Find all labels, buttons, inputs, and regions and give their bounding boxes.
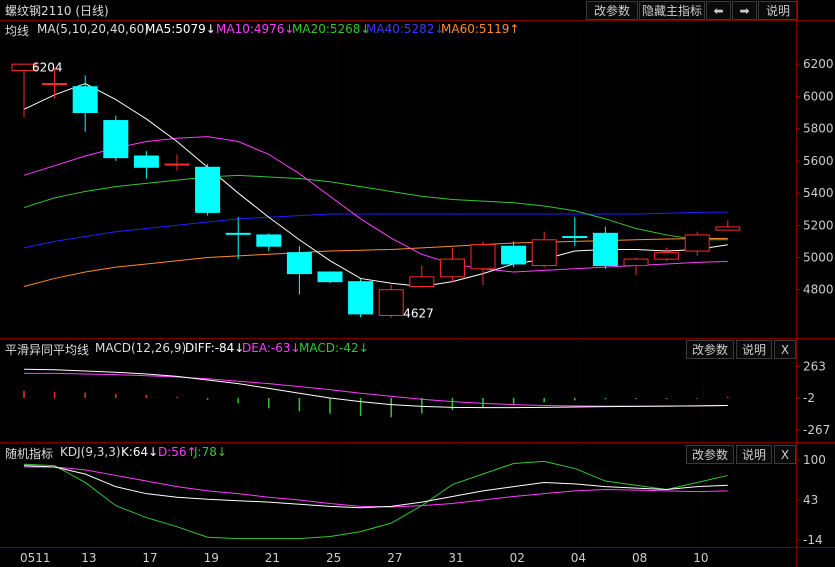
macd-tick-label: -267 <box>803 423 830 437</box>
ma10-value: MA10:4976↓ <box>216 22 295 36</box>
candle-body <box>164 163 190 166</box>
kdj-j-value: J:78↓ <box>194 445 227 459</box>
xaxis-date-label: 21 <box>265 551 280 565</box>
macd-params: MACD(12,26,9) <box>95 341 187 355</box>
macd-separator <box>0 338 835 339</box>
candle-body <box>378 289 404 317</box>
arrow-left-icon[interactable]: ⬅ <box>706 1 731 20</box>
macd-change-params-button[interactable]: 改参数 <box>686 340 734 359</box>
candle-body <box>348 281 374 315</box>
xaxis-date-label: 08 <box>632 551 647 565</box>
ma20-line <box>23 174 728 241</box>
kdj-separator <box>0 442 835 443</box>
price-tick-label: 5800 <box>803 122 834 136</box>
price-tick-label: 4800 <box>803 283 834 297</box>
candle-body <box>470 244 496 270</box>
kdj-tick-label: 100 <box>803 453 826 467</box>
header-separator <box>0 20 835 21</box>
candle-body <box>11 63 37 72</box>
candle-body <box>684 234 710 252</box>
candle-body <box>562 236 588 239</box>
xaxis-date-label: 04 <box>571 551 586 565</box>
ma60-value: MA60:5119↑ <box>441 22 520 36</box>
ma20-value: MA20:5268↓ <box>292 22 371 36</box>
ma-label: 均线 <box>5 24 30 38</box>
help-button[interactable]: 说明 <box>758 1 798 20</box>
candle-body <box>195 166 221 213</box>
low-price-marker: 4627 <box>403 307 434 321</box>
arrow-right-icon[interactable]: ➡ <box>732 1 757 20</box>
candle-body <box>531 239 557 267</box>
candle-body <box>592 232 618 267</box>
macd-dea-value: DEA:-63↓ <box>242 341 301 355</box>
candle-body <box>72 86 98 113</box>
kdj-change-params-button[interactable]: 改参数 <box>686 445 734 464</box>
macd-help-button[interactable]: 说明 <box>736 340 772 359</box>
xaxis-date-label: 10 <box>693 551 708 565</box>
xaxis-date-label: 17 <box>142 551 157 565</box>
kdj-close-button[interactable]: X <box>774 445 796 464</box>
kdj-tick-label: -14 <box>803 533 823 547</box>
xaxis-date-label: 02 <box>510 551 525 565</box>
price-axis-border <box>796 0 797 567</box>
macd-diff-value: DIFF:-84↓ <box>185 341 245 355</box>
price-tick-label: 6200 <box>803 57 834 71</box>
candle-body <box>501 245 527 265</box>
macd-diff-line <box>23 368 728 409</box>
xaxis-date-label: 31 <box>448 551 463 565</box>
candle-body <box>409 276 435 288</box>
candle-body <box>42 83 68 85</box>
xaxis-date-label: 19 <box>204 551 219 565</box>
price-tick-label: 5600 <box>803 154 834 168</box>
ma-params: MA(5,10,20,40,60) <box>37 22 149 36</box>
high-price-marker: 6204 <box>32 61 63 75</box>
kdj-tick-label: 43 <box>803 493 818 507</box>
ma10-line <box>23 136 728 273</box>
xaxis-date-label: 27 <box>387 551 402 565</box>
macd-tick-label: 263 <box>803 359 826 373</box>
candle-body <box>225 232 251 235</box>
chart-title: 螺纹钢2110 (日线) <box>5 4 109 18</box>
ma40-value: MA40:5282↓ <box>366 22 445 36</box>
ma40-line <box>23 211 728 249</box>
macd-close-button[interactable]: X <box>774 340 796 359</box>
macd-dea-line <box>24 372 728 407</box>
candle-body <box>286 252 312 275</box>
xaxis-date-label: 0511 <box>20 551 51 565</box>
macd-macd-value: MACD:-42↓ <box>299 341 369 355</box>
price-tick-label: 5200 <box>803 218 834 232</box>
price-tick-label: 6000 <box>803 89 834 103</box>
kdj-d-value: D:56↑ <box>158 445 197 459</box>
change-params-button[interactable]: 改参数 <box>586 1 638 20</box>
candle-body <box>317 271 343 283</box>
candle-body <box>439 258 465 278</box>
xaxis-date-label: 13 <box>81 551 96 565</box>
candle-body <box>103 120 129 159</box>
kdj-k-value: K:64↓ <box>121 445 159 459</box>
macd-label: 平滑异同平均线 <box>5 343 90 357</box>
kdj-params: KDJ(9,3,3) <box>60 445 121 459</box>
candle-body <box>623 258 649 267</box>
candle-body <box>133 155 159 168</box>
hide-main-indicator-button[interactable]: 隐藏主指标 <box>639 1 705 20</box>
ma5-value: MA5:5079↓ <box>145 22 216 36</box>
macd-tick-label: -2 <box>803 391 815 405</box>
candle-body <box>256 234 282 247</box>
price-tick-label: 5400 <box>803 186 834 200</box>
kdj-j-line <box>23 460 728 540</box>
xaxis-separator <box>0 547 835 548</box>
ma60-line <box>23 237 728 287</box>
kdj-help-button[interactable]: 说明 <box>736 445 772 464</box>
xaxis-date-label: 25 <box>326 551 341 565</box>
candle-body <box>715 226 741 231</box>
kdj-k-line <box>23 465 728 509</box>
kdj-label: 随机指标 <box>5 447 54 461</box>
candle-body <box>654 252 680 260</box>
price-tick-label: 5000 <box>803 251 834 265</box>
